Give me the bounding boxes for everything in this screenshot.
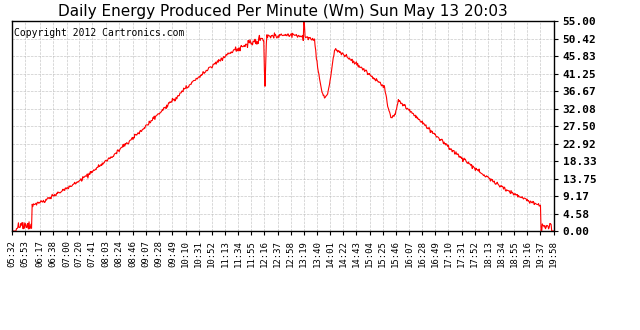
Title: Daily Energy Produced Per Minute (Wm) Sun May 13 20:03: Daily Energy Produced Per Minute (Wm) Su…: [58, 4, 508, 19]
Text: Copyright 2012 Cartronics.com: Copyright 2012 Cartronics.com: [14, 28, 184, 38]
